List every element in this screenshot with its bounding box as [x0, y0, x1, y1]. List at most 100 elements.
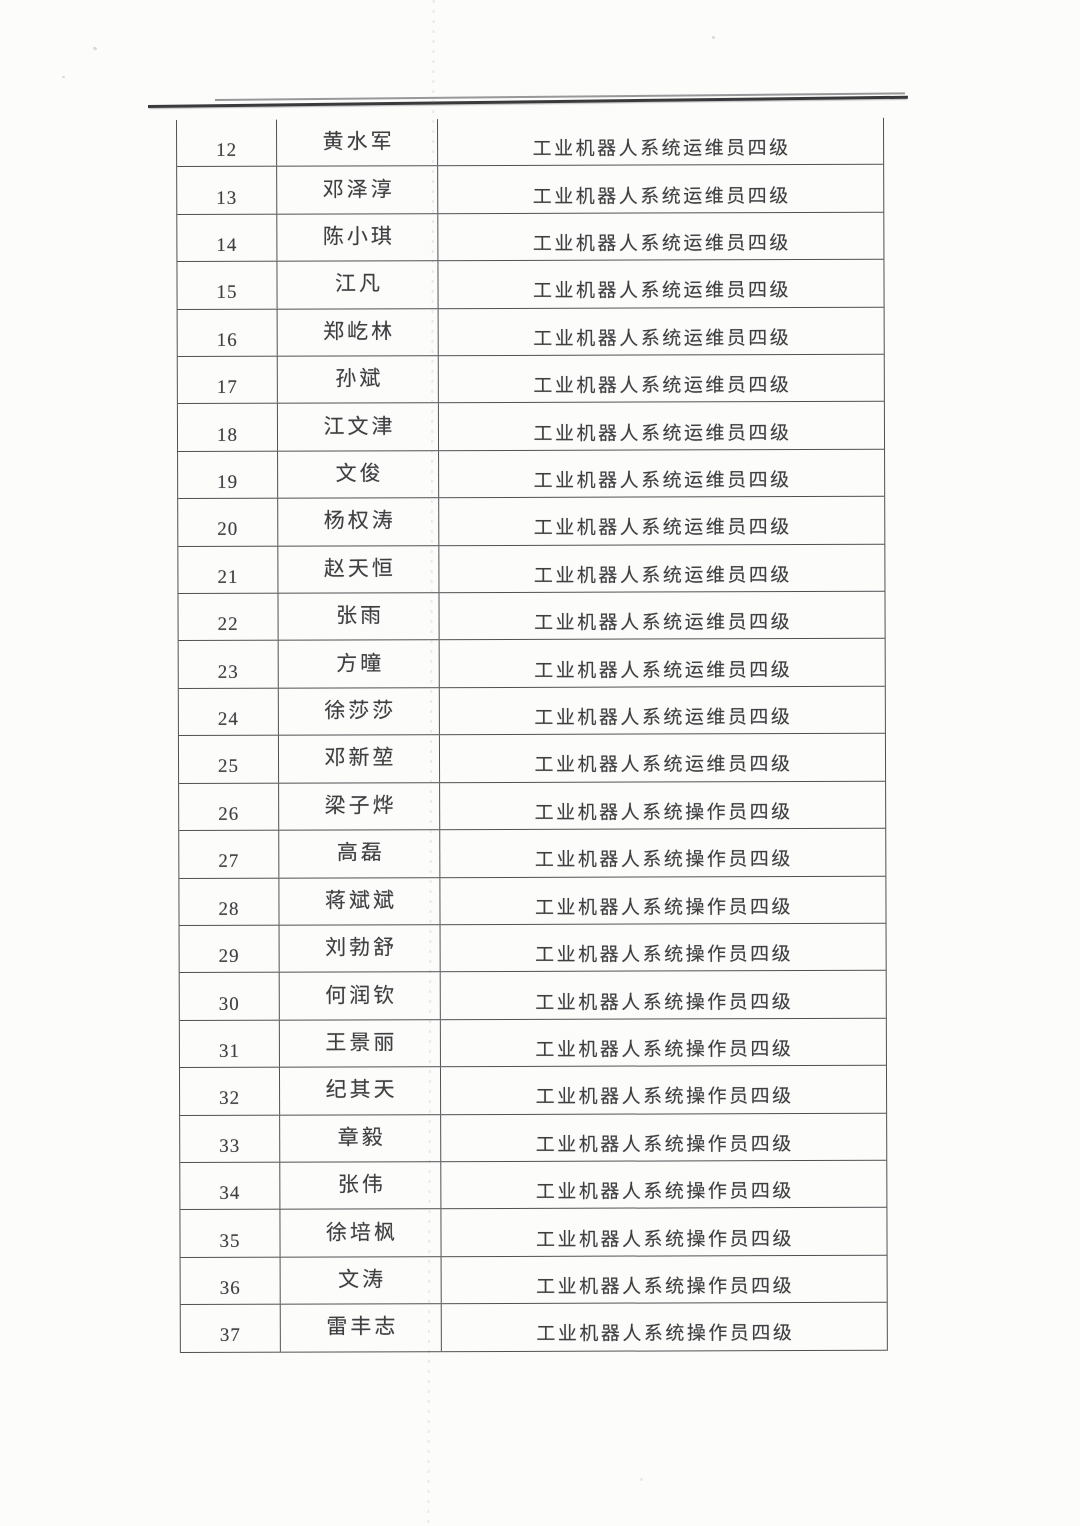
table-row: 13 邓泽淳 工业机器人系统运维员四级: [177, 165, 884, 215]
row-number-cell: 31: [179, 1020, 280, 1068]
name-cell: 章毅: [280, 1114, 442, 1162]
name-cell: 郑屹林: [277, 308, 439, 356]
row-number-cell: 33: [180, 1115, 281, 1162]
scan-speck: [640, 1478, 643, 1481]
table-row: 16 郑屹林 工业机器人系统运维员四级: [177, 307, 884, 358]
certificate-cell: 工业机器人系统操作员四级: [536, 1323, 795, 1346]
name-cell: 徐莎莎: [278, 688, 440, 735]
name-cell: 雷丰志: [280, 1304, 442, 1352]
row-number-cell: 30: [179, 972, 280, 1020]
row-number-cell: 34: [180, 1162, 281, 1210]
row-number-cell: 22: [178, 593, 279, 641]
table-row: 22 张雨 工业机器人系统运维员四级: [178, 591, 885, 642]
name-cell: 江凡: [277, 261, 439, 309]
certificate-cell: 工业机器人系统操作员四级: [535, 944, 794, 966]
row-number-cell: 20: [178, 498, 279, 546]
table-row: 17 孙斌 工业机器人系统运维员四级: [177, 354, 884, 405]
name-cell: 张雨: [278, 593, 440, 641]
certificate-cell: 工业机器人系统运维员四级: [534, 659, 793, 682]
name-cell: 文涛: [280, 1256, 442, 1304]
row-number-cell: 16: [177, 309, 278, 357]
table-row: 25 邓新堃 工业机器人系统运维员四级: [178, 734, 886, 784]
table-row: 19 文俊 工业机器人系统运维员四级: [178, 449, 885, 500]
row-number-cell: 25: [178, 735, 280, 783]
row-number-cell: 37: [180, 1304, 281, 1352]
row-number-cell: 12: [177, 119, 278, 167]
name-cell: 梁子烨: [279, 782, 441, 830]
table-row: 37 雷丰志 工业机器人系统操作员四级: [180, 1302, 887, 1353]
certificate-cell: 工业机器人系统运维员四级: [532, 138, 791, 161]
name-cell: 文俊: [278, 451, 440, 498]
table-row: 12 黄水军 工业机器人系统运维员四级: [177, 117, 884, 168]
row-number-cell: 29: [179, 925, 280, 973]
row-number-cell: 23: [178, 641, 279, 688]
certificate-cell: 工业机器人系统运维员四级: [534, 707, 793, 729]
table-row: 35 徐培枫 工业机器人系统操作员四级: [180, 1208, 887, 1258]
row-number-cell: 35: [180, 1210, 281, 1257]
table-row: 33 章毅 工业机器人系统操作员四级: [180, 1113, 887, 1163]
row-number-cell: 36: [180, 1257, 281, 1305]
name-cell: 江文津: [277, 403, 440, 451]
scan-speck: [62, 76, 65, 78]
scan-speck: [92, 46, 98, 51]
certificate-cell: 工业机器人系统运维员四级: [533, 564, 792, 587]
table-row: 31 王景丽 工业机器人系统操作员四级: [179, 1018, 886, 1069]
table-row: 26 梁子烨 工业机器人系统操作员四级: [179, 781, 886, 832]
certificate-cell: 工业机器人系统操作员四级: [534, 896, 794, 919]
certificate-cell: 工业机器人系统运维员四级: [533, 327, 792, 350]
name-cell: 刘勃舒: [279, 925, 441, 972]
certificate-cell: 工业机器人系统运维员四级: [533, 470, 792, 492]
table-row: 18 江文津 工业机器人系统运维员四级: [177, 402, 885, 452]
scan-speck: [712, 36, 715, 39]
name-cell: 杨权涛: [278, 498, 440, 546]
table-row: 36 文涛 工业机器人系统操作员四级: [180, 1255, 887, 1306]
name-cell: 邓泽淳: [277, 166, 439, 214]
name-cell: 陈小琪: [277, 213, 439, 261]
table-row: 29 刘勃舒 工业机器人系统操作员四级: [179, 923, 886, 974]
table-row: 14 陈小琪 工业机器人系统运维员四级: [177, 212, 884, 263]
name-cell: 王景丽: [279, 1019, 441, 1067]
table-row: 20 杨权涛 工业机器人系统运维员四级: [178, 497, 885, 547]
table-row: 30 何润钦 工业机器人系统操作员四级: [179, 971, 886, 1021]
row-number-cell: 28: [179, 878, 280, 925]
certificate-cell: 工业机器人系统运维员四级: [533, 375, 792, 398]
table-row: 21 赵天恒 工业机器人系统运维员四级: [178, 544, 885, 595]
name-cell: 邓新堃: [278, 735, 441, 783]
row-number-cell: 18: [177, 404, 279, 451]
table-row: 32 纪其天 工业机器人系统操作员四级: [179, 1065, 887, 1116]
name-cell: 高磊: [279, 830, 441, 878]
certificate-cell: 工业机器人系统运维员四级: [532, 280, 792, 303]
table-row: 15 江凡 工业机器人系统运维员四级: [177, 259, 884, 310]
row-number-cell: 26: [179, 783, 280, 831]
name-cell: 黄水军: [276, 119, 439, 167]
certificate-table: 12 黄水军 工业机器人系统运维员四级 13 邓泽淳 工业机器人系统运维员四级 …: [176, 117, 888, 1353]
table-row: 28 蒋斌斌 工业机器人系统操作员四级: [179, 876, 886, 926]
name-cell: 何润钦: [279, 972, 441, 1020]
row-number-cell: 15: [177, 261, 278, 309]
row-number-cell: 17: [177, 356, 278, 404]
row-number-cell: 19: [178, 451, 279, 499]
certificate-cell: 工业机器人系统操作员四级: [535, 1133, 794, 1156]
name-cell: 张伟: [280, 1162, 442, 1210]
certificate-cell: 工业机器人系统操作员四级: [535, 991, 794, 1014]
name-cell: 纪其天: [279, 1067, 442, 1115]
name-cell: 徐培枫: [280, 1209, 442, 1257]
name-cell: 方曈: [278, 640, 440, 688]
certificate-cell: 工业机器人系统操作员四级: [536, 1276, 795, 1298]
row-number-cell: 14: [177, 214, 278, 262]
certificate-cell: 工业机器人系统运维员四级: [533, 422, 792, 445]
certificate-cell: 工业机器人系统运维员四级: [534, 612, 793, 635]
name-cell: 孙斌: [277, 356, 439, 404]
certificate-cell: 工业机器人系统操作员四级: [534, 849, 793, 872]
row-number-cell: 32: [179, 1067, 281, 1115]
certificate-cell: 工业机器人系统运维员四级: [533, 517, 792, 540]
row-number-cell: 24: [178, 688, 279, 736]
name-cell: 蒋斌斌: [279, 877, 441, 925]
certificate-cell: 工业机器人系统运维员四级: [534, 754, 793, 777]
table-row: 34 张伟 工业机器人系统操作员四级: [180, 1160, 887, 1211]
table-row: 24 徐莎莎 工业机器人系统运维员四级: [178, 686, 885, 737]
certificate-cell: 工业机器人系统操作员四级: [534, 801, 793, 824]
row-number-cell: 13: [177, 167, 278, 214]
certificate-cell: 工业机器人系统操作员四级: [535, 1086, 794, 1109]
